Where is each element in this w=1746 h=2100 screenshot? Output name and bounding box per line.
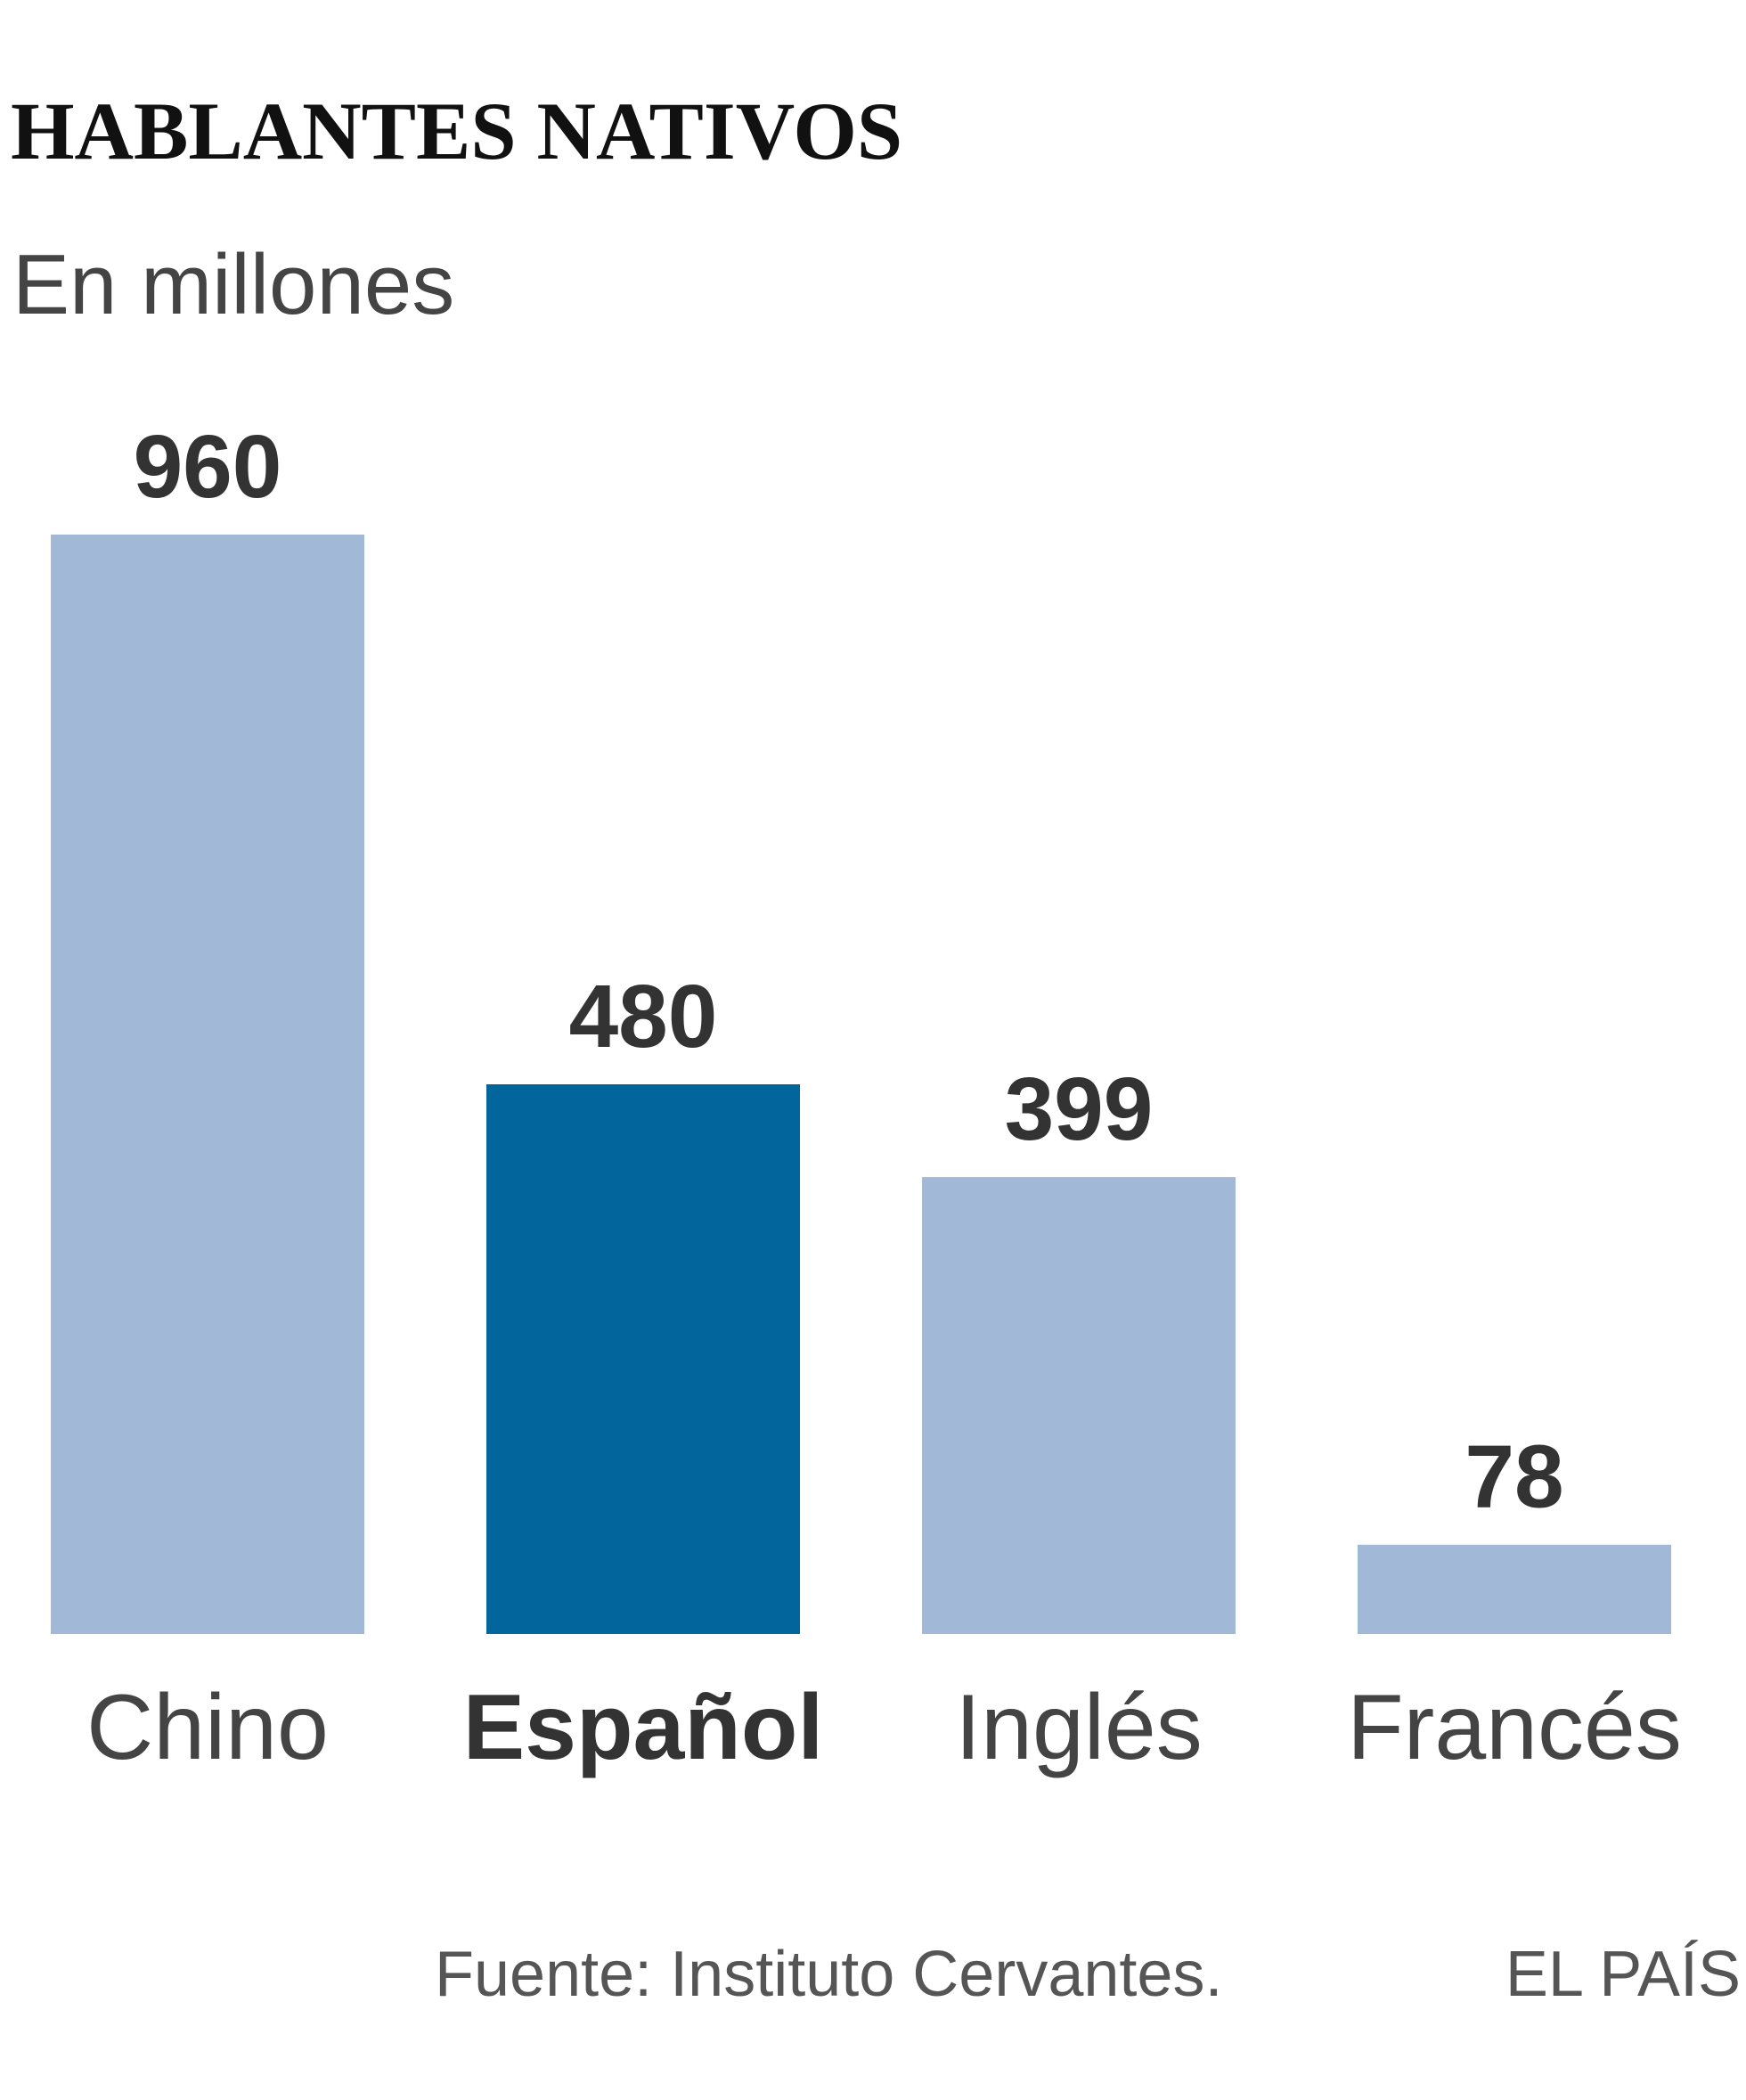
credit: EL PAÍS <box>1505 1939 1741 2010</box>
bar <box>51 535 364 1634</box>
source: Fuente: Instituto Cervantes. <box>435 1939 1222 2010</box>
x-tick-label: Chino <box>86 1676 329 1779</box>
x-tick-label: Inglés <box>955 1676 1203 1779</box>
chart-title: HABLANTES NATIVOS <box>11 86 902 176</box>
bar <box>1358 1544 1671 1634</box>
value-label: 960 <box>134 417 282 517</box>
value-label: 399 <box>1005 1059 1154 1159</box>
x-tick-label: Francés <box>1347 1676 1682 1779</box>
value-label: 78 <box>1465 1427 1563 1527</box>
chart-subtitle: En millones <box>12 237 454 332</box>
bar <box>486 1084 800 1634</box>
value-label: 480 <box>569 967 718 1066</box>
bar <box>922 1177 1236 1634</box>
x-tick-label: Español <box>463 1676 824 1779</box>
